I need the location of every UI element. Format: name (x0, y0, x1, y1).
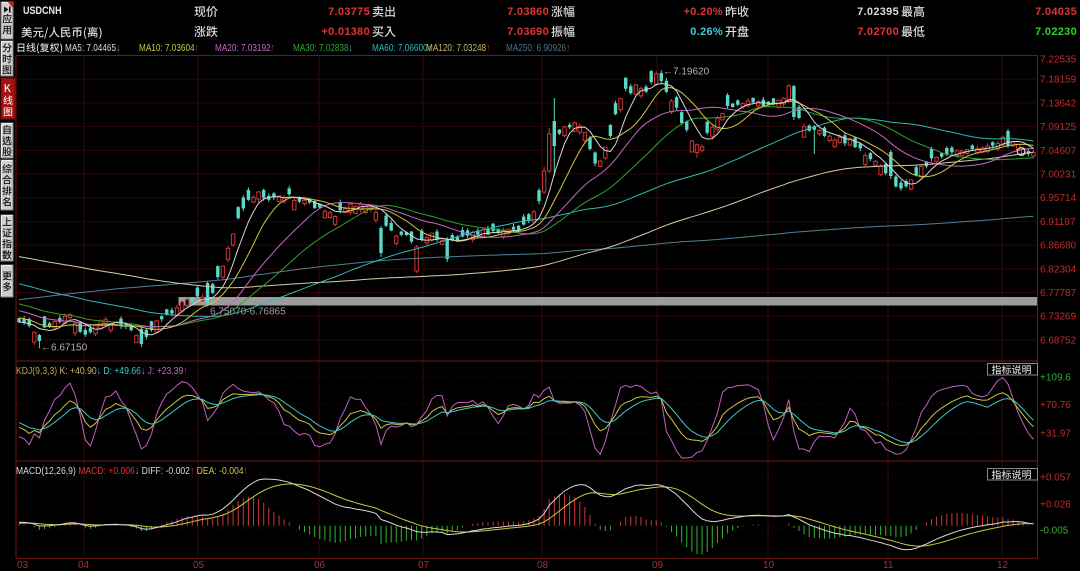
svg-text:6.95714: 6.95714 (1040, 193, 1077, 204)
svg-text:6.75070-6.76865: 6.75070-6.76865 (210, 307, 286, 318)
svg-text:+31.97: +31.97 (1040, 429, 1071, 440)
svg-text:6.68752: 6.68752 (1040, 335, 1077, 346)
svg-text:6.73269: 6.73269 (1040, 312, 1077, 323)
svg-text:-0.005: -0.005 (1040, 526, 1069, 537)
svg-text:+109.6: +109.6 (1040, 373, 1071, 384)
svg-text:07: 07 (418, 560, 430, 571)
svg-text:←6.67150: ←6.67150 (41, 343, 88, 354)
svg-text:7.04607: 7.04607 (1040, 146, 1077, 157)
svg-text:09: 09 (652, 560, 664, 571)
svg-text:11: 11 (883, 560, 894, 571)
svg-text:+0.026: +0.026 (1040, 500, 1071, 511)
svg-text:06: 06 (314, 560, 326, 571)
svg-text:10: 10 (763, 560, 775, 571)
svg-text:6.91197: 6.91197 (1040, 217, 1076, 228)
svg-text:08: 08 (537, 560, 549, 571)
svg-text:+0.057: +0.057 (1040, 473, 1071, 484)
svg-text:←7.19620: ←7.19620 (663, 67, 710, 78)
svg-text:6.86680: 6.86680 (1040, 241, 1077, 252)
svg-text:6.77787: 6.77787 (1040, 288, 1077, 299)
svg-text:12: 12 (997, 560, 1009, 571)
svg-text:7.09125: 7.09125 (1040, 122, 1077, 133)
svg-text:6.82304: 6.82304 (1040, 264, 1077, 275)
svg-text:7.00231: 7.00231 (1040, 170, 1077, 181)
svg-text:03: 03 (17, 560, 29, 571)
svg-text:7.13642: 7.13642 (1040, 98, 1077, 109)
svg-text:+70.76: +70.76 (1040, 400, 1071, 411)
svg-text:05: 05 (193, 560, 205, 571)
svg-text:04: 04 (78, 560, 90, 571)
svg-text:7.22535: 7.22535 (1040, 55, 1077, 66)
svg-text:7.18159: 7.18159 (1040, 75, 1077, 86)
